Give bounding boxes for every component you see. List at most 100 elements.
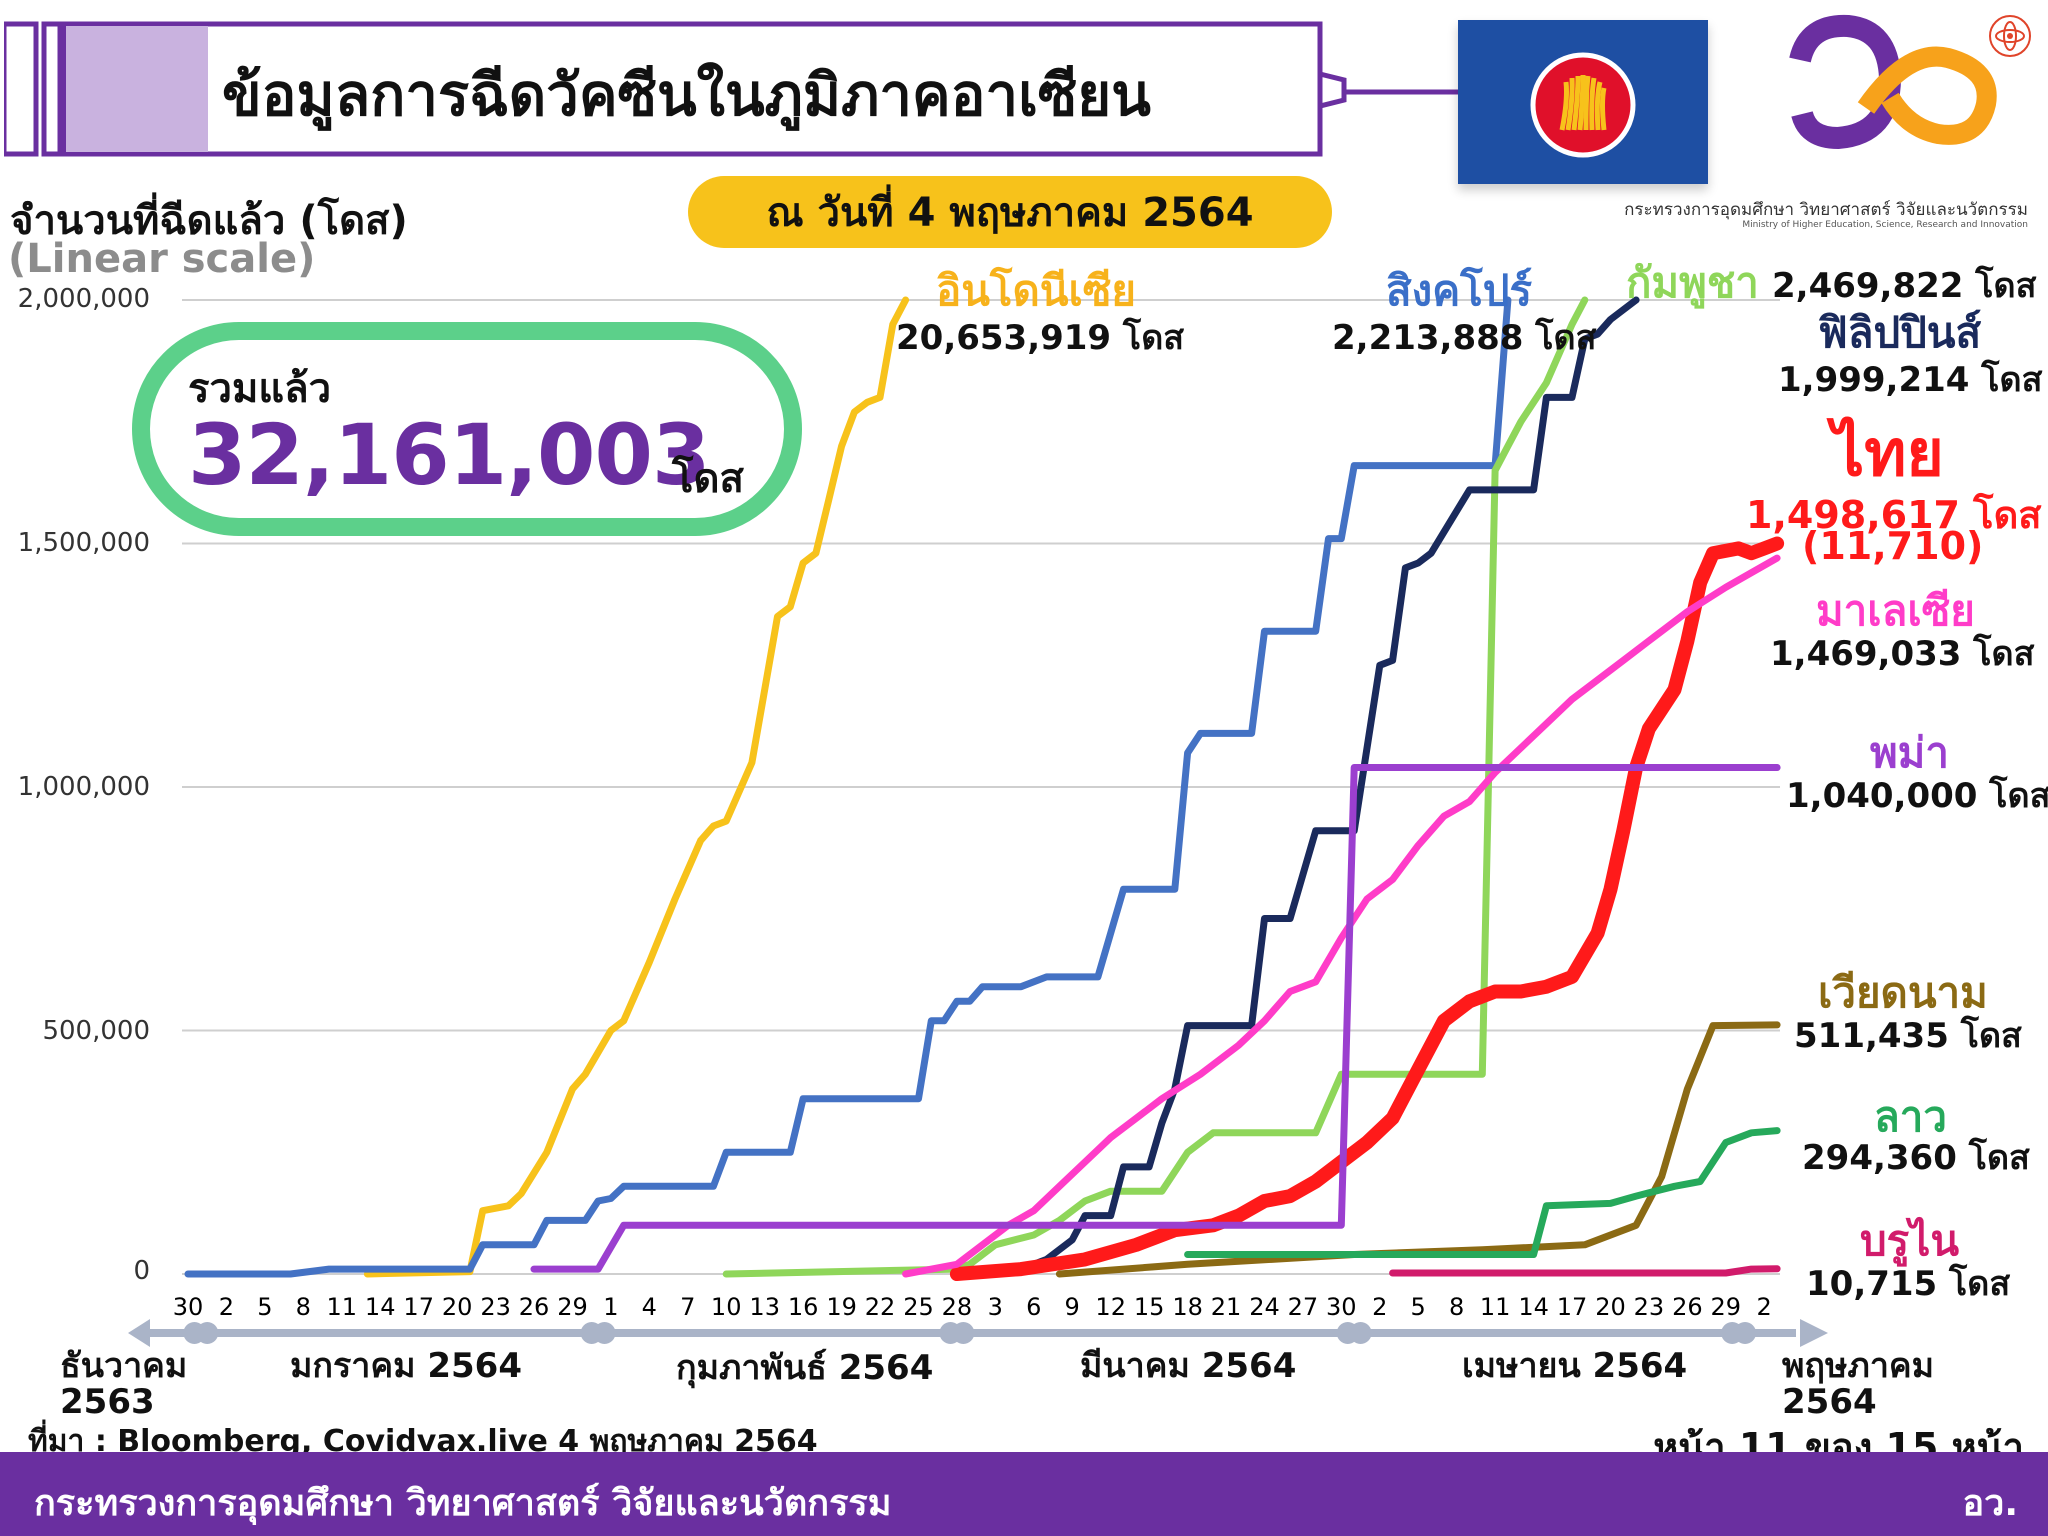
doses-thailand: 1,498,617 โดส — [1746, 493, 2042, 537]
doses-vietnam: 511,435 โดส — [1794, 1016, 2022, 1056]
x-tick-label: 2 — [1372, 1293, 1387, 1321]
x-tick-label: 22 — [865, 1293, 896, 1321]
series-line-8 — [1184, 1127, 1781, 1258]
month-divider-dot — [1734, 1322, 1757, 1344]
series-line-7 — [1055, 1021, 1781, 1278]
x-tick-label: 13 — [749, 1293, 780, 1321]
label-cambodia: กัมพูชา — [1626, 258, 1759, 307]
doses-cambodia: 2,469,822 โดส — [1772, 266, 2037, 306]
x-tick-label: 11 — [327, 1293, 358, 1321]
x-tick-label: 29 — [557, 1293, 588, 1321]
footer-abbr: อว. — [1962, 1483, 2018, 1524]
x-tick-label: 28 — [942, 1293, 973, 1321]
x-tick-label: 23 — [1634, 1293, 1665, 1321]
doses-singapore: 2,213,888 โดส — [1332, 318, 1597, 358]
x-tick-label: 14 — [1518, 1293, 1549, 1321]
month-divider-dot — [1349, 1322, 1372, 1344]
series-line-3 — [966, 296, 1640, 1278]
x-tick-label: 23 — [480, 1293, 511, 1321]
series-line-6 — [530, 764, 1781, 1273]
x-tick-label: 30 — [1326, 1293, 1357, 1321]
x-tick-label: 17 — [403, 1293, 434, 1321]
doses-philippines: 1,999,214 โดส — [1778, 360, 2043, 400]
total-doses-box — [132, 322, 802, 536]
x-tick-label: 26 — [519, 1293, 550, 1321]
label-singapore: สิงคโปร์ — [1386, 266, 1533, 315]
x-tick-label: 9 — [1065, 1293, 1080, 1321]
y-axis-label: จำนวนที่ฉีดแล้ว (โดส) — [10, 198, 408, 244]
syringe-needle — [1360, 89, 1460, 95]
x-tick-label: 17 — [1557, 1293, 1588, 1321]
atom-icon — [1989, 15, 2031, 57]
x-tick-label: 5 — [1411, 1293, 1426, 1321]
y-tick-label: 0 — [133, 1256, 150, 1286]
asean-flag-icon — [1458, 20, 1708, 184]
x-tick-label: 30 — [173, 1293, 204, 1321]
x-axis-arrow-right — [1800, 1319, 1828, 1347]
x-tick-label: 15 — [1134, 1293, 1165, 1321]
month-divider-dot — [952, 1322, 975, 1344]
x-tick-label: 1 — [603, 1293, 618, 1321]
y-tick-label: 500,000 — [42, 1016, 150, 1046]
x-tick-label: 2 — [219, 1293, 234, 1321]
footer-bar — [0, 1452, 2048, 1536]
x-tick-label: 5 — [257, 1293, 272, 1321]
x-tick-label: 19 — [826, 1293, 857, 1321]
x-tick-label: 6 — [1026, 1293, 1041, 1321]
series-line-5 — [902, 554, 1781, 1278]
x-tick-label: 24 — [1249, 1293, 1280, 1321]
thailand-extra: (11,710) — [1802, 524, 1984, 568]
x-tick-label: 3 — [988, 1293, 1003, 1321]
y-tick-label: 1,500,000 — [17, 528, 150, 558]
label-thailand: ไทย — [1832, 417, 1944, 491]
month-label: มกราคม 2564 — [290, 1346, 522, 1386]
doses-malaysia: 1,469,033 โดส — [1770, 634, 2035, 674]
x-tick-label: 20 — [442, 1293, 473, 1321]
month-divider-dot — [593, 1322, 616, 1344]
month-divider-dot — [196, 1322, 219, 1344]
month-label: กุมภาพันธ์ 2564 — [676, 1348, 934, 1388]
label-myanmar: พม่า — [1870, 728, 1949, 777]
ministry-name: กระทรวงการอุดมศึกษา วิทยาศาสตร์ วิจัยและ… — [1624, 200, 2028, 220]
month-label: เมษายน 2564 — [1462, 1346, 1688, 1386]
x-axis-arrow-left — [128, 1319, 150, 1347]
label-brunei: บรูไน — [1860, 1216, 1960, 1265]
y-tick-label: 1,000,000 — [17, 772, 150, 802]
doses-myanmar: 1,040,000 โดส — [1786, 776, 2048, 816]
date-badge: ณ วันที่ 4 พฤษภาคม 2564 — [688, 176, 1332, 248]
month-label: ธันวาคม 2563 — [60, 1346, 188, 1422]
page-title: ข้อมูลการฉีดวัคซีนในภูมิภาคอาเซียน — [222, 61, 1151, 129]
x-tick-label: 26 — [1672, 1293, 1703, 1321]
total-label: รวมแล้ว — [188, 366, 332, 412]
x-tick-label: 11 — [1480, 1293, 1511, 1321]
doses-brunei: 10,715 โดส — [1806, 1264, 2011, 1304]
x-tick-label: 21 — [1211, 1293, 1242, 1321]
x-tick-label: 7 — [680, 1293, 695, 1321]
y-tick-label: 2,000,000 — [17, 284, 150, 314]
month-label: มีนาคม 2564 — [1080, 1346, 1297, 1386]
label-indonesia: อินโดนีเซีย — [936, 266, 1136, 315]
x-tick-label: 12 — [1095, 1293, 1126, 1321]
month-label: พฤษภาคม 2564 — [1782, 1346, 1935, 1422]
footer-org: กระทรวงการอุดมศึกษา วิทยาศาสตร์ วิจัยและ… — [34, 1483, 892, 1524]
label-malaysia: มาเลเซีย — [1816, 586, 1975, 635]
x-tick-label: 29 — [1711, 1293, 1742, 1321]
x-tick-label: 8 — [296, 1293, 311, 1321]
x-tick-label: 14 — [365, 1293, 396, 1321]
ministry-name-en: Ministry of Higher Education, Science, R… — [1742, 220, 2028, 230]
x-tick-label: 27 — [1288, 1293, 1319, 1321]
x-tick-label: 20 — [1595, 1293, 1626, 1321]
series-line-0 — [363, 296, 910, 1278]
syringe-icon — [4, 21, 1364, 157]
x-tick-label: 2 — [1757, 1293, 1772, 1321]
x-tick-label: 18 — [1172, 1293, 1203, 1321]
series-line-1 — [184, 296, 1512, 1278]
ministry-logo-icon — [1778, 8, 2038, 158]
label-philippines: ฟิลิปปินส์ — [1818, 308, 1982, 357]
x-tick-label: 8 — [1449, 1293, 1464, 1321]
doses-indonesia: 20,653,919 โดส — [896, 318, 1185, 358]
label-vietnam: เวียดนาม — [1818, 968, 1988, 1017]
doses-laos: 294,360 โดส — [1802, 1138, 2030, 1178]
x-tick-label: 16 — [788, 1293, 819, 1321]
